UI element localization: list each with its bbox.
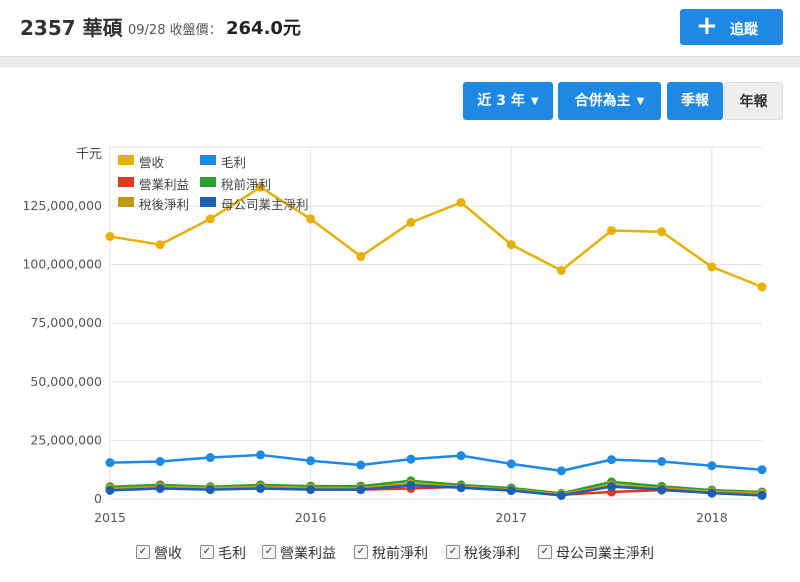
data-point <box>205 453 215 463</box>
checkbox-icon[interactable]: ✓ <box>538 545 552 559</box>
data-point <box>406 454 416 464</box>
toggle-label: 母公司業主淨利 <box>556 546 654 562</box>
stock-title: 2357 華碩 <box>20 16 123 40</box>
data-point <box>205 485 215 495</box>
series-line-5 <box>109 484 763 497</box>
data-point <box>707 262 717 272</box>
legend-swatch <box>200 197 216 207</box>
legend-swatch <box>200 177 216 187</box>
data-point <box>306 456 316 466</box>
data-point <box>306 485 316 495</box>
checkbox-icon[interactable]: ✓ <box>354 545 368 559</box>
range-dropdown[interactable]: 近 3 年 ▼ <box>463 82 553 120</box>
data-point <box>556 466 566 476</box>
toggle-label: 營收 <box>154 546 182 562</box>
checkbox-icon[interactable]: ✓ <box>262 545 276 559</box>
data-point <box>506 459 516 469</box>
legend-label: 稅後淨利 <box>139 197 190 212</box>
data-point <box>406 217 416 227</box>
legend-swatch <box>118 155 134 165</box>
data-point <box>556 265 566 275</box>
data-point <box>255 182 265 192</box>
data-point <box>757 490 767 500</box>
data-point <box>155 456 165 466</box>
financials-line-chart: 0 25,000,000 50,000,000 75,000,000 100,000,0… <box>22 146 767 525</box>
consolidation-dropdown[interactable]: 合併為主 ▼ <box>558 82 661 120</box>
data-point <box>306 214 316 224</box>
follow-button[interactable]: + 追蹤 <box>680 9 783 45</box>
y-tick-label: 100,000,000 <box>22 257 102 272</box>
y-tick-label: 0 <box>94 491 102 506</box>
chevron-down-icon: ▼ <box>636 96 645 107</box>
toggle-label: 稅後淨利 <box>464 546 520 562</box>
data-point <box>255 450 265 460</box>
data-point <box>506 240 516 250</box>
legend-swatch <box>118 197 134 207</box>
quarterly-toggle[interactable]: 季報 <box>667 82 723 120</box>
chevron-down-icon: ▼ <box>530 96 539 107</box>
x-tick-label: 2015 <box>94 510 126 525</box>
legend-label: 毛利 <box>221 155 247 170</box>
legend-label: 營業利益 <box>139 177 190 192</box>
x-tick-label: 2017 <box>495 510 527 525</box>
legend-label: 營收 <box>139 155 165 170</box>
data-point <box>456 483 466 493</box>
y-tick-label: 25,000,000 <box>30 432 102 447</box>
x-tick-label: 2018 <box>696 510 728 525</box>
data-point <box>607 455 617 465</box>
data-point <box>757 465 767 475</box>
legend-swatch <box>200 155 216 165</box>
data-point <box>105 458 115 468</box>
y-tick-label: 75,000,000 <box>30 315 102 330</box>
legend-swatch <box>118 177 134 187</box>
series-line-4 <box>109 482 763 496</box>
consolidation-label: 合併為主 <box>574 93 631 109</box>
series-line-3 <box>109 479 763 495</box>
data-point <box>657 485 667 495</box>
data-point <box>155 483 165 493</box>
checkbox-icon[interactable]: ✓ <box>200 545 214 559</box>
separator <box>0 56 800 67</box>
data-point <box>356 460 366 470</box>
data-point <box>105 231 115 241</box>
data-point <box>406 480 416 490</box>
series-line-1 <box>109 453 763 473</box>
data-point <box>607 226 617 236</box>
close-price: 264.0元 <box>226 18 301 39</box>
data-point <box>607 482 617 492</box>
data-point <box>105 485 115 495</box>
data-point <box>155 240 165 250</box>
top-bar: 2357 華碩 09/28 收盤價： 264.0元 + 追蹤 <box>0 0 800 56</box>
data-point <box>707 488 717 498</box>
data-point <box>356 251 366 261</box>
series-line-0 <box>109 185 763 289</box>
plus-icon: + <box>696 11 718 41</box>
legend-label: 稅前淨利 <box>221 177 272 192</box>
data-point <box>456 451 466 461</box>
y-tick-label: 125,000,000 <box>22 198 102 213</box>
toggle-label: 毛利 <box>218 546 246 562</box>
y-tick-label: 50,000,000 <box>30 374 102 389</box>
data-point <box>657 456 667 466</box>
data-point <box>456 197 466 207</box>
checkbox-icon[interactable]: ✓ <box>136 545 150 559</box>
range-label: 近 3 年 <box>477 93 525 109</box>
toggle-label: 營業利益 <box>280 546 336 562</box>
follow-label: 追蹤 <box>730 22 758 38</box>
data-point <box>506 486 516 496</box>
legend-label: 母公司業主淨利 <box>221 197 309 212</box>
data-point <box>205 214 215 224</box>
y-axis-unit-label: 千元 <box>76 147 102 162</box>
data-point <box>757 282 767 292</box>
close-date-label: 09/28 收盤價： <box>128 23 222 38</box>
annual-toggle[interactable]: 年報 <box>724 82 783 120</box>
data-point <box>356 485 366 495</box>
data-point <box>255 483 265 493</box>
data-point <box>657 227 667 237</box>
data-point <box>556 490 566 500</box>
data-point <box>707 461 717 471</box>
x-tick-label: 2016 <box>295 510 327 525</box>
toggle-label: 稅前淨利 <box>372 546 428 562</box>
checkbox-icon[interactable]: ✓ <box>446 545 460 559</box>
